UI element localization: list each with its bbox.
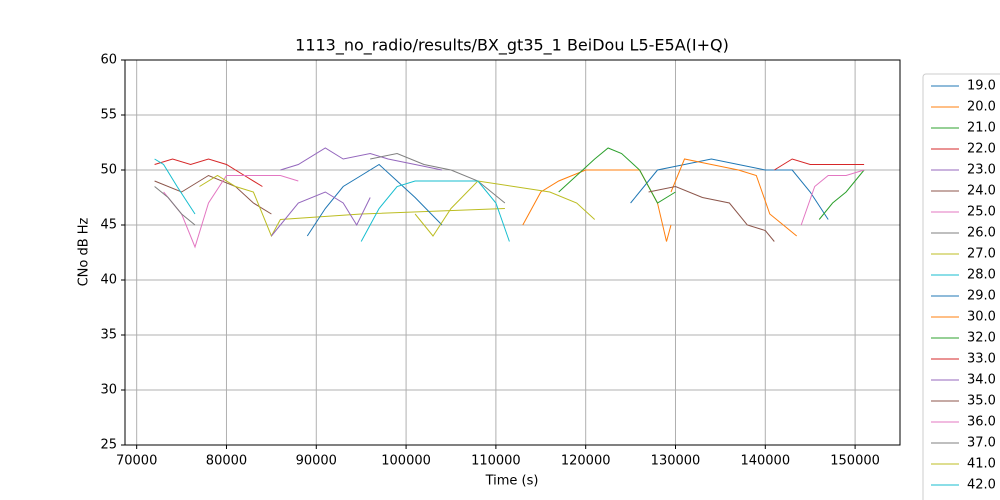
series-line: [360, 180, 510, 242]
chart-title: 1113_no_radio/results/BX_gt35_1 BeiDou L…: [295, 36, 729, 56]
legend-label: 25.0: [967, 205, 996, 220]
y-tick-label: 25: [100, 438, 117, 453]
series-line: [630, 158, 829, 220]
plot-frame: [124, 59, 901, 446]
series-line: [154, 158, 196, 215]
legend-label: 29.0: [967, 289, 996, 304]
y-axis-label: CNo dB Hz: [77, 217, 92, 286]
legend-label: 36.0: [967, 415, 996, 430]
series-line: [154, 186, 196, 226]
series-line: [271, 191, 371, 237]
legend-label: 32.0: [967, 331, 996, 346]
series-line: [774, 158, 865, 171]
series-line: [163, 175, 299, 249]
legend-label: 27.0: [967, 247, 996, 262]
legend-label: 28.0: [967, 268, 996, 283]
x-tick-label: 130000: [651, 454, 701, 469]
legend-label: 42.0: [967, 478, 996, 493]
y-tick-label: 60: [100, 53, 117, 68]
series-line: [558, 147, 676, 204]
legend-label: 19.0: [967, 79, 996, 94]
x-axis-label: Time (s): [485, 474, 539, 489]
series-line: [154, 174, 272, 215]
y-tick-label: 55: [100, 108, 117, 123]
x-tick-label: 120000: [561, 454, 611, 469]
x-tick-label: 150000: [830, 454, 880, 469]
legend-label: 34.0: [967, 373, 996, 388]
x-tick-label: 100000: [381, 454, 431, 469]
series-line: [154, 158, 263, 187]
series-line: [818, 169, 865, 220]
y-tick-label: 30: [100, 383, 117, 398]
series-line: [670, 158, 798, 237]
legend-label: 33.0: [967, 352, 996, 367]
y-tick-label: 35: [100, 328, 117, 343]
series-line: [199, 174, 505, 238]
x-tick-label: 80000: [206, 454, 247, 469]
series-line: [306, 163, 443, 237]
x-tick-label: 70000: [116, 454, 157, 469]
series-line: [414, 180, 596, 237]
x-tick-label: 140000: [740, 454, 790, 469]
legend-label: 30.0: [967, 310, 996, 325]
series-line: [280, 147, 443, 171]
legend-label: 41.0: [967, 457, 996, 472]
y-tick-label: 40: [100, 273, 117, 288]
series-line: [648, 185, 775, 242]
legend-label: 37.0: [967, 436, 996, 451]
legend-label: 20.0: [967, 100, 996, 115]
y-tick-label: 50: [100, 163, 117, 178]
legend-label: 23.0: [967, 163, 996, 178]
x-tick-label: 90000: [296, 454, 337, 469]
legend-label: 24.0: [967, 184, 996, 199]
legend-label: 26.0: [967, 226, 996, 241]
legend-label: 22.0: [967, 142, 996, 157]
x-tick-label: 110000: [471, 454, 521, 469]
series-line: [800, 169, 865, 226]
legend-label: 21.0: [967, 121, 996, 136]
y-tick-label: 45: [100, 218, 117, 233]
series-line: [370, 152, 506, 204]
legend-label: 35.0: [967, 394, 996, 409]
series-line: [522, 169, 672, 242]
legend-box: [922, 73, 1000, 500]
